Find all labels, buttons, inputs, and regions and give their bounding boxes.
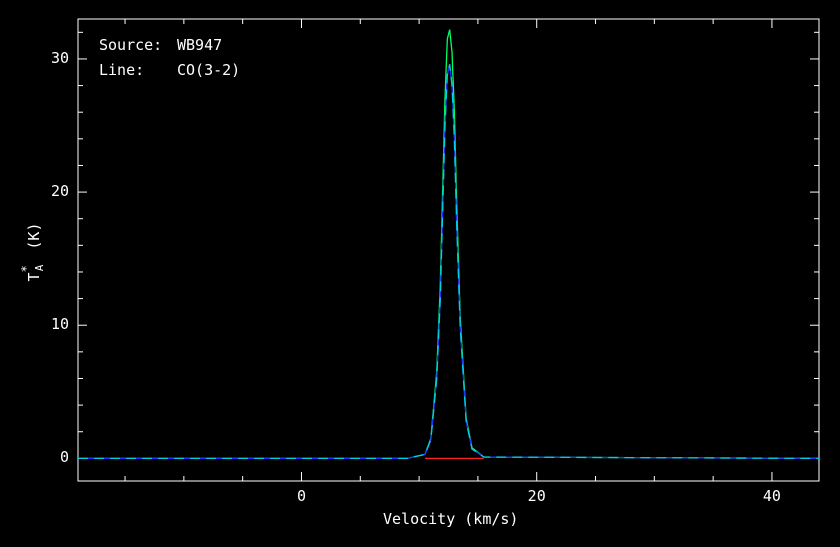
spectrum-series — [78, 29, 820, 460]
axis-ticks — [78, 19, 819, 481]
source-value: WB947 — [177, 36, 223, 54]
x-tick-label: 0 — [296, 487, 306, 505]
y-tick-label: 0 — [59, 448, 69, 467]
plot-frame — [77, 18, 820, 482]
y-label-sub: A — [33, 264, 46, 272]
y-label-sup: * — [19, 265, 33, 273]
y-tick-label: 20 — [50, 182, 69, 201]
series-line-1 — [78, 29, 820, 460]
line-value: CO(3-2) — [177, 61, 241, 79]
series-line-3 — [78, 64, 820, 460]
y-label-main: T — [25, 272, 43, 282]
y-tick-label: 10 — [50, 315, 69, 334]
y-axis-label: T*A (K) — [19, 212, 46, 292]
x-axis-label: Velocity (km/s) — [383, 510, 519, 528]
x-tick-label: 20 — [527, 487, 546, 505]
y-label-unit: (K) — [25, 222, 43, 250]
x-tick-label: 40 — [762, 487, 781, 505]
y-tick-label: 30 — [50, 48, 69, 67]
series-line-2 — [78, 64, 820, 460]
line-label: Line: — [99, 61, 145, 79]
source-label: Source: — [99, 36, 163, 54]
